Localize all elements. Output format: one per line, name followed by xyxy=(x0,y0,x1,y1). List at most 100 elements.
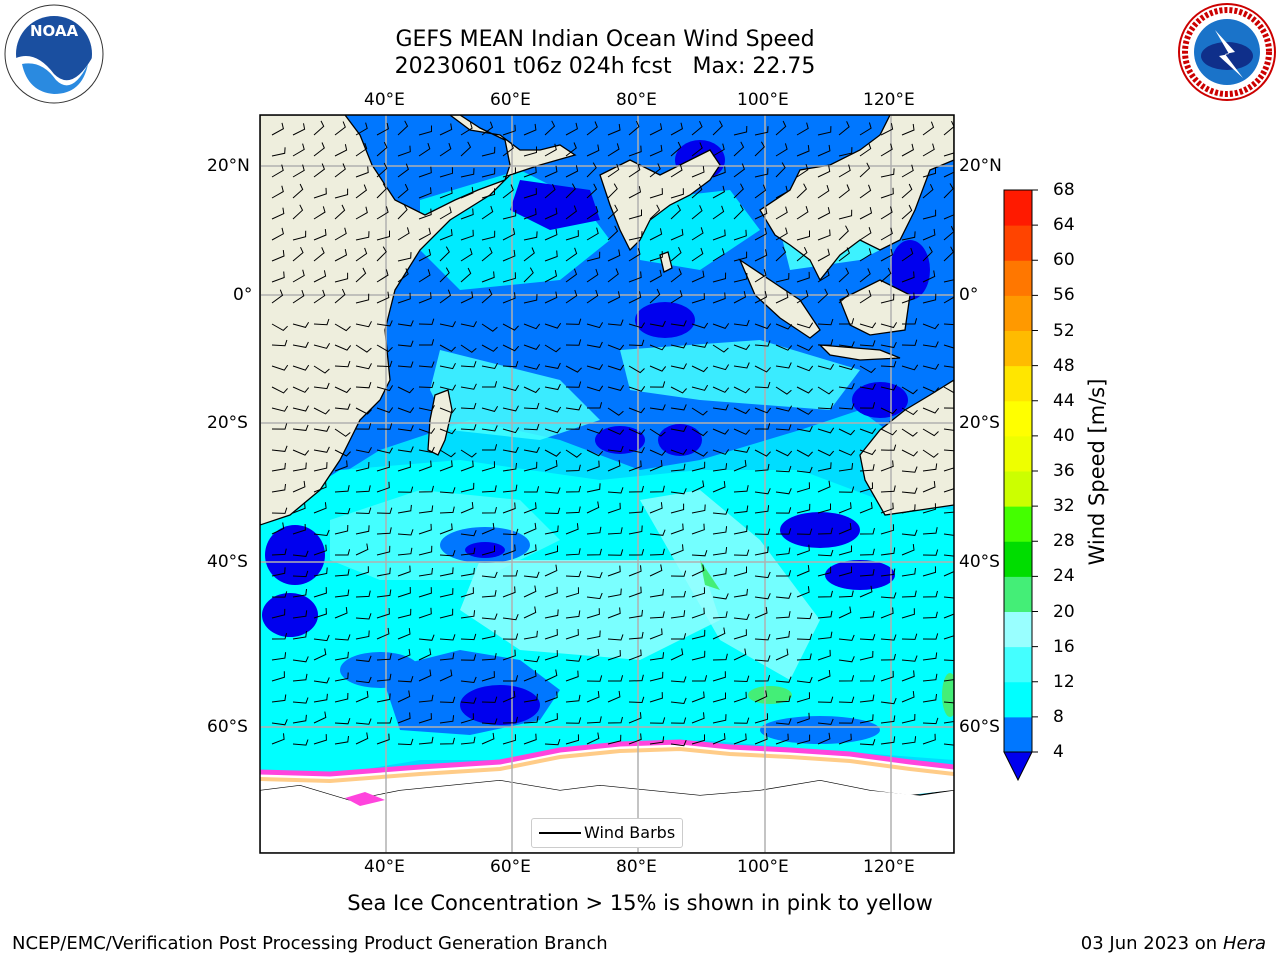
wind-barb xyxy=(355,590,371,598)
wind-barb xyxy=(397,504,412,514)
wind-barb xyxy=(502,184,514,199)
wind-barb xyxy=(922,733,936,745)
wind-barb xyxy=(439,523,453,535)
wind-barb xyxy=(292,714,307,724)
wind-barb xyxy=(859,527,875,535)
colorbar-segment xyxy=(1004,190,1032,226)
wind-barb xyxy=(649,611,665,619)
wind-barb xyxy=(355,566,369,577)
colorbar-segment xyxy=(1004,330,1032,367)
wind-barb xyxy=(691,564,705,577)
lat-tick-right-20s: 20°S xyxy=(959,413,1000,433)
wind-barb xyxy=(607,225,619,241)
wind-barb xyxy=(922,527,938,535)
wind-barb xyxy=(859,482,874,493)
wind-barb xyxy=(313,607,327,619)
wind-barb xyxy=(418,567,433,577)
wind-barb xyxy=(271,271,285,283)
wind-barb xyxy=(271,323,288,332)
wind-barb xyxy=(649,365,667,372)
wind-barb xyxy=(313,206,326,220)
wind-barb xyxy=(313,567,328,577)
wind-barb xyxy=(523,146,537,157)
wind-barb xyxy=(460,291,474,304)
wind-barb xyxy=(439,428,457,435)
wind-barb xyxy=(901,544,915,556)
wind-barb xyxy=(775,246,787,262)
wind-barb xyxy=(712,611,728,619)
wind-barb xyxy=(376,423,393,430)
wind-barb xyxy=(376,733,390,745)
wind-barb xyxy=(628,365,645,374)
wind-barb xyxy=(712,567,727,577)
wind-barb xyxy=(334,717,351,725)
wind-barb xyxy=(712,714,727,724)
wind-barb xyxy=(439,487,456,494)
wind-barb xyxy=(922,566,937,577)
wind-barb xyxy=(649,485,665,493)
wind-barb xyxy=(880,168,895,178)
wind-barb xyxy=(523,323,541,330)
lat-tick-left-60s: 60°S xyxy=(207,717,248,737)
wind-barb xyxy=(460,402,477,410)
wind-barb xyxy=(838,341,855,348)
wind-barb xyxy=(607,445,624,453)
wind-barb xyxy=(838,463,854,472)
wind-barb xyxy=(418,405,435,412)
wind-barb xyxy=(292,204,304,220)
wind-barb xyxy=(691,322,709,329)
wind-barb xyxy=(271,289,284,304)
wind-barb xyxy=(355,655,372,662)
wind-barb xyxy=(943,120,954,136)
wind-barb xyxy=(418,166,432,178)
lat-tick-left-20n: 20°N xyxy=(207,156,250,176)
wind-barb xyxy=(523,188,537,199)
wind-barb xyxy=(628,339,645,347)
wind-barb xyxy=(607,385,625,391)
wind-barb xyxy=(943,635,954,640)
wind-barb xyxy=(775,547,791,556)
wind-barb xyxy=(712,248,725,262)
lon-tick-top-80e: 80°E xyxy=(616,90,657,110)
wind-barb xyxy=(397,145,411,157)
wind-barb xyxy=(418,736,434,745)
wind-barb xyxy=(439,123,453,136)
wind-barb xyxy=(796,692,811,703)
wind-barb xyxy=(817,462,832,472)
wind-barb xyxy=(859,340,876,347)
wind-barb xyxy=(502,272,517,283)
wind-barb xyxy=(859,227,872,241)
wind-barb xyxy=(439,206,452,220)
wind-barb xyxy=(397,738,414,746)
wind-barb xyxy=(523,363,541,370)
wind-barb xyxy=(523,123,537,136)
colorbar-segment xyxy=(1004,506,1032,542)
wind-barb xyxy=(523,655,540,663)
wind-barb xyxy=(880,736,896,745)
wind-barb xyxy=(691,227,704,241)
wind-barb xyxy=(313,711,327,724)
wind-barb xyxy=(859,290,872,304)
wind-barb xyxy=(838,733,852,745)
colorbar-segment xyxy=(1004,646,1032,683)
wind-barb xyxy=(355,184,368,199)
wind-barb xyxy=(838,247,851,262)
wind-barb xyxy=(355,543,369,556)
wind-barb xyxy=(775,424,792,431)
wind-barb xyxy=(817,549,834,557)
wind-barb xyxy=(670,523,684,535)
wind-barb xyxy=(376,693,391,703)
wind-barb xyxy=(880,568,896,577)
wind-barb xyxy=(481,288,493,304)
wind-barb xyxy=(754,690,768,703)
wind-barb xyxy=(628,609,643,619)
wind-barb xyxy=(544,143,557,157)
wind-barb xyxy=(628,712,642,724)
wind-barb xyxy=(922,463,938,472)
wind-barb xyxy=(586,526,602,535)
wind-barb xyxy=(775,718,792,725)
wind-barb xyxy=(943,344,954,349)
wind-barb xyxy=(817,229,831,241)
wind-barb xyxy=(649,564,663,577)
wind-barb xyxy=(775,528,792,535)
